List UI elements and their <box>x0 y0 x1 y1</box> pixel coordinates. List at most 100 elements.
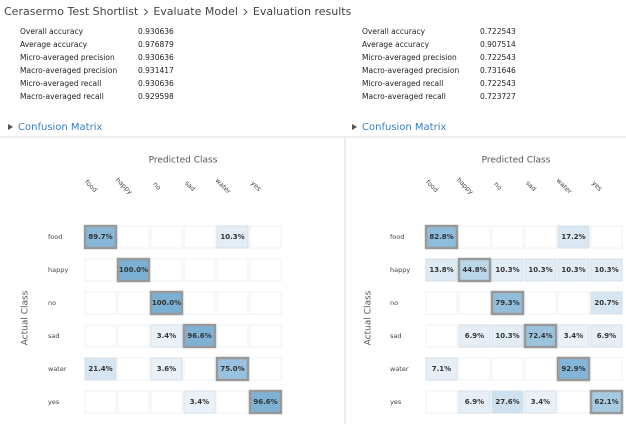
row-label: yes <box>48 398 60 406</box>
empty-cell <box>150 258 183 282</box>
empty-cell <box>183 357 216 381</box>
matrix-cell <box>557 324 590 348</box>
metric-value: 0.930636 <box>138 53 174 62</box>
metric-value: 0.930636 <box>138 79 174 88</box>
matrix-cell <box>182 323 217 349</box>
matrix-cell <box>425 357 458 381</box>
row-label: no <box>390 299 398 307</box>
empty-cell <box>216 291 249 315</box>
cell-label: 27.6% <box>495 398 519 406</box>
cell-label: 79.3% <box>495 299 519 307</box>
cell-label: 82.8% <box>429 233 453 241</box>
column-label: no <box>492 180 503 191</box>
predicted-axis-label: Predicted Class <box>482 156 551 166</box>
empty-cell <box>183 258 216 282</box>
empty-cell <box>84 291 117 315</box>
matrix-cell <box>491 390 524 414</box>
empty-cell <box>249 291 282 315</box>
metric-label: Micro-averaged precision <box>362 53 457 62</box>
cell-label: 6.9% <box>465 332 484 340</box>
matrix-cell <box>248 389 283 415</box>
empty-cell <box>117 225 150 249</box>
actual-axis-label: Actual Class <box>364 290 374 345</box>
empty-cell <box>491 225 524 249</box>
matrix-cell <box>150 357 183 381</box>
empty-cell <box>183 225 216 249</box>
empty-cell <box>150 225 183 249</box>
empty-cell <box>249 258 282 282</box>
metric-label: Macro-averaged recall <box>362 92 446 101</box>
cell-label: 17.2% <box>561 233 585 241</box>
cell-label: 7.1% <box>432 365 451 373</box>
cell-label: 75.0% <box>220 365 244 373</box>
metric-label: Overall accuracy <box>362 27 426 36</box>
cell-label: 10.3% <box>495 266 519 274</box>
row-label: no <box>48 299 56 307</box>
matrix-cell <box>149 290 184 316</box>
row-label: water <box>48 365 67 373</box>
cell-label: 3.4% <box>531 398 550 406</box>
cell-label: 10.3% <box>594 266 618 274</box>
cell-label: 92.9% <box>561 365 585 373</box>
empty-cell <box>458 291 491 315</box>
metric-label: Micro-averaged recall <box>362 79 443 88</box>
cell-label: 100.0% <box>119 266 148 274</box>
cell-label: 3.6% <box>157 365 176 373</box>
predicted-axis-label: Predicted Class <box>149 156 218 166</box>
metric-value: 0.929598 <box>138 92 174 101</box>
breadcrumb-item[interactable]: Cerasermo Test Shortlist <box>4 5 139 18</box>
matrix-cell <box>150 324 183 348</box>
empty-cell <box>524 225 557 249</box>
empty-cell <box>150 390 183 414</box>
matrix-cell <box>590 291 623 315</box>
empty-cell <box>117 390 150 414</box>
matrix-cell <box>425 258 458 282</box>
empty-cell <box>249 357 282 381</box>
section-title[interactable]: Confusion Matrix <box>18 122 102 133</box>
breadcrumb-item[interactable]: Evaluate Model <box>153 5 238 18</box>
metric-label: Average accuracy <box>362 40 430 49</box>
cell-label: 3.4% <box>190 398 209 406</box>
empty-cell <box>216 390 249 414</box>
matrix-cell <box>557 258 590 282</box>
breadcrumb-item[interactable]: Evaluation results <box>253 5 352 18</box>
empty-cell <box>458 357 491 381</box>
metric-value: 0.722543 <box>480 27 516 36</box>
matrix-cell <box>457 257 492 283</box>
matrix-cell <box>589 389 624 415</box>
matrix-cell <box>183 390 216 414</box>
cell-label: 3.4% <box>564 332 583 340</box>
cell-label: 89.7% <box>88 233 112 241</box>
empty-cell <box>557 291 590 315</box>
empty-cell <box>183 291 216 315</box>
cell-label: 13.8% <box>429 266 453 274</box>
row-label: happy <box>48 266 68 274</box>
empty-cell <box>524 357 557 381</box>
matrix-cell <box>524 390 557 414</box>
metric-label: Macro-averaged precision <box>362 66 459 75</box>
matrix-cell <box>215 356 250 382</box>
metric-label: Micro-averaged recall <box>20 79 101 88</box>
row-label: yes <box>390 398 402 406</box>
metric-label: Overall accuracy <box>20 27 84 36</box>
column-label: no <box>151 180 162 191</box>
empty-cell <box>590 225 623 249</box>
matrix-cell <box>216 225 249 249</box>
row-label: food <box>48 233 62 241</box>
matrix-cell <box>590 324 623 348</box>
matrix-cell <box>491 258 524 282</box>
section-title[interactable]: Confusion Matrix <box>362 122 446 133</box>
collapse-toggle[interactable] <box>352 124 357 130</box>
metric-value: 0.907514 <box>480 40 516 49</box>
metric-value: 0.723727 <box>480 92 516 101</box>
matrix-cell <box>83 224 118 250</box>
empty-cell <box>425 291 458 315</box>
actual-axis-label: Actual Class <box>21 290 31 345</box>
metric-label: Average accuracy <box>20 40 88 49</box>
cell-label: 21.4% <box>88 365 112 373</box>
collapse-toggle[interactable] <box>8 124 13 130</box>
metric-label: Macro-averaged precision <box>20 66 117 75</box>
empty-cell <box>249 324 282 348</box>
row-label: sad <box>48 332 60 340</box>
